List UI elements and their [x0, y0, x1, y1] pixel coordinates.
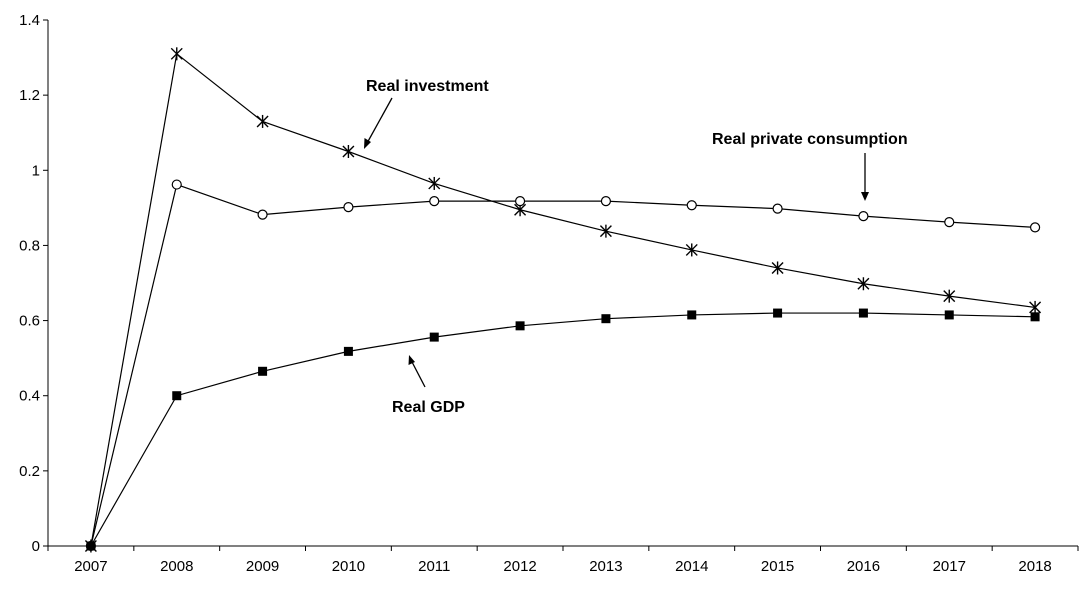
data-point-open-circle-icon	[514, 195, 526, 207]
series-line-consumption	[90, 183, 1036, 547]
data-point-open-circle-icon	[343, 202, 354, 213]
annotation-investment: Real investment	[366, 78, 489, 95]
data-point-star-icon	[857, 277, 870, 291]
data-point-star-icon	[170, 47, 183, 61]
data-point-open-circle-icon	[171, 179, 182, 190]
x-tick-label: 2016	[847, 558, 880, 575]
x-tick-label: 2015	[761, 558, 794, 575]
y-tick-label: 0.2	[19, 463, 40, 480]
x-tick-label: 2017	[933, 558, 966, 575]
x-tick-label: 2008	[160, 558, 193, 575]
series-group	[84, 47, 1042, 553]
data-point-star-icon	[256, 114, 269, 128]
data-point-filled-square-icon	[944, 310, 954, 320]
data-point-filled-square-icon	[515, 321, 525, 331]
data-point-filled-square-icon	[773, 308, 783, 318]
data-point-filled-square-icon	[1030, 312, 1040, 322]
x-tick-label: 2007	[74, 558, 107, 575]
data-point-open-circle-icon	[858, 211, 869, 222]
data-point-star-icon	[342, 145, 355, 158]
annotation-arrowhead-investment	[364, 138, 371, 149]
y-tick-label: 0	[32, 538, 40, 555]
data-point-filled-square-icon	[343, 346, 353, 356]
data-point-star-icon	[599, 224, 612, 238]
series-line-investment	[90, 52, 1036, 547]
data-point-star-icon	[943, 289, 956, 303]
data-point-open-circle-icon	[772, 203, 783, 214]
data-point-open-circle-icon	[1029, 222, 1041, 233]
x-tick-label: 2014	[675, 558, 708, 575]
data-point-star-icon	[685, 243, 698, 257]
data-point-open-circle-icon	[686, 200, 697, 211]
x-tick-label: 2011	[418, 558, 450, 575]
y-tick-label: 1.4	[19, 12, 40, 29]
annotation-arrow-investment	[365, 97, 393, 146]
data-point-filled-square-icon	[172, 391, 182, 401]
data-point-star-icon	[1029, 300, 1042, 314]
x-tick-label: 2012	[503, 558, 536, 575]
data-point-filled-square-icon	[687, 310, 697, 320]
series-consumption	[85, 179, 1041, 552]
y-tick-labels: 0 0.2 0.4 0.6 0.8 1 1.2 1.4	[19, 12, 40, 555]
data-point-filled-square-icon	[86, 541, 96, 551]
series-line-gdp	[90, 312, 1036, 547]
x-tick-label: 2010	[332, 558, 365, 575]
y-tick-label: 0.8	[19, 237, 40, 254]
annotation-arrowhead-gdp	[408, 355, 415, 365]
data-point-filled-square-icon	[601, 314, 611, 324]
annotation-gdp: Real GDP	[392, 399, 465, 416]
data-point-filled-square-icon	[258, 366, 268, 376]
y-tick-label: 1	[32, 162, 40, 179]
series-investment	[84, 47, 1042, 553]
annotation-consumption: Real private consumption	[712, 131, 908, 148]
y-tick-label: 0.6	[19, 313, 40, 330]
annotation-arrowhead-consumption	[861, 192, 869, 201]
axes	[43, 19, 1079, 551]
data-point-open-circle-icon	[600, 195, 612, 207]
data-point-filled-square-icon	[858, 308, 868, 318]
data-point-open-circle-icon	[944, 217, 955, 228]
annotations: Real investment Real private consumption…	[364, 78, 908, 416]
y-tick-label: 1.2	[19, 87, 40, 104]
data-point-filled-square-icon	[429, 332, 439, 342]
data-point-star-icon	[428, 176, 441, 190]
data-point-open-circle-icon	[257, 209, 268, 220]
data-point-star-icon	[771, 261, 784, 275]
annotation-arrow-gdp	[410, 359, 426, 388]
x-tick-labels: 2007 2008 2009 2010 2011 2012 2013 2014 2015 2016…	[74, 558, 1052, 575]
data-point-open-circle-icon	[429, 195, 440, 207]
x-tick-label: 2018	[1018, 558, 1051, 575]
x-tick-label: 2009	[246, 558, 279, 575]
y-tick-label: 0.4	[19, 388, 40, 405]
x-tick-label: 2013	[589, 558, 622, 575]
series-gdp	[86, 308, 1040, 551]
